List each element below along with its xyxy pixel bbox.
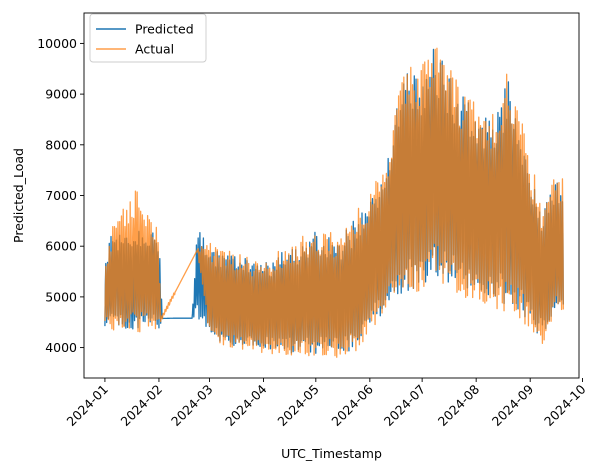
x-tick-label-2024-10: 2024-10 <box>541 381 589 429</box>
x-tick-label-2024-07: 2024-07 <box>381 382 429 430</box>
y-tick-label-8000: 8000 <box>45 137 77 152</box>
y-tick-label-5000: 5000 <box>45 289 77 304</box>
legend: Predicted Actual <box>89 13 207 63</box>
x-tick-label-2024-02: 2024-02 <box>118 382 166 430</box>
y-axis: 4000 5000 6000 7000 8000 9000 10000 <box>37 36 84 355</box>
legend-box <box>89 13 207 63</box>
legend-label-predicted: Predicted <box>135 22 194 37</box>
x-axis: 2024-01 2024-02 2024-03 2024-04 2024-05 2024-… <box>63 378 589 430</box>
y-tick-label-6000: 6000 <box>45 239 77 254</box>
y-tick-label-10000: 10000 <box>37 36 77 51</box>
x-tick-label-2024-08: 2024-08 <box>435 381 483 429</box>
series-line-actual <box>104 47 564 358</box>
series-layer <box>104 47 564 358</box>
x-tick-label-2024-09: 2024-09 <box>489 381 537 429</box>
x-tick-label-2024-03: 2024-03 <box>168 382 216 430</box>
x-axis-title: UTC_Timestamp <box>281 446 382 461</box>
y-axis-title: Predicted_Load <box>11 148 26 243</box>
y-tick-label-9000: 9000 <box>45 87 77 102</box>
y-tick-label-4000: 4000 <box>45 340 77 355</box>
x-tick-label-2024-06: 2024-06 <box>328 381 376 429</box>
x-tick-label-2024-01: 2024-01 <box>63 382 111 430</box>
legend-label-actual: Actual <box>135 42 174 57</box>
x-tick-label-2024-04: 2024-04 <box>222 381 270 429</box>
x-tick-label-2024-05: 2024-05 <box>274 382 322 430</box>
y-tick-label-7000: 7000 <box>45 188 77 203</box>
